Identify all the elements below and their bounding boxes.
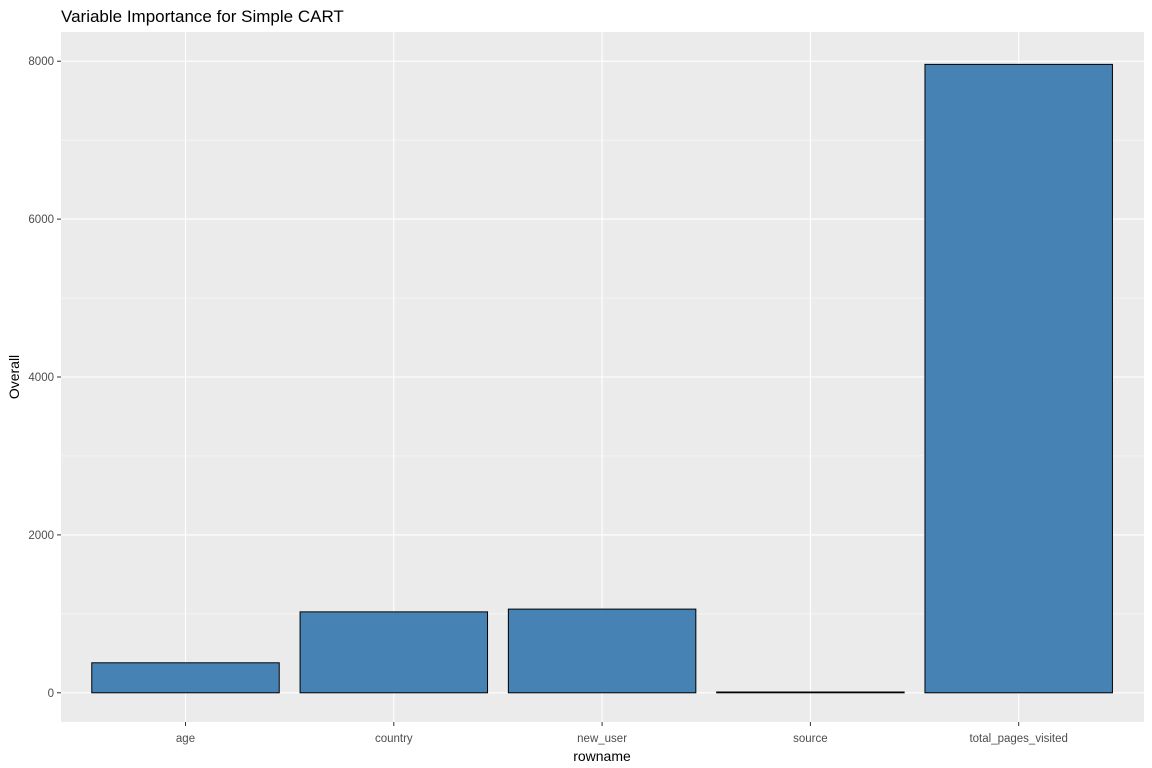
x-tick-label: country	[375, 733, 413, 745]
y-axis-title: Overall	[6, 355, 22, 399]
x-tick-label: total_pages_visited	[969, 733, 1067, 745]
y-tick-label: 4000	[28, 372, 54, 384]
x-tick-label: age	[176, 733, 195, 745]
x-tick-label: source	[793, 733, 828, 745]
bar-total_pages_visited	[924, 63, 1113, 694]
chart-title: Variable Importance for Simple CART	[61, 7, 344, 26]
bar-age	[91, 662, 280, 694]
x-tick-label: new_user	[577, 733, 627, 745]
bar-new_user	[507, 608, 697, 694]
y-tick-label: 6000	[28, 214, 54, 226]
bar-source	[716, 691, 905, 694]
y-axis: 0 2000 4000 6000 8000	[28, 56, 61, 700]
x-axis-title: rowname	[573, 748, 631, 764]
bar-country	[299, 611, 489, 694]
y-tick-label: 0	[48, 688, 54, 700]
y-tick-label: 8000	[28, 56, 54, 68]
bars	[91, 63, 1113, 694]
y-tick-label: 2000	[28, 530, 54, 542]
x-axis: age country new_user source total_pages_visi…	[176, 722, 1068, 745]
